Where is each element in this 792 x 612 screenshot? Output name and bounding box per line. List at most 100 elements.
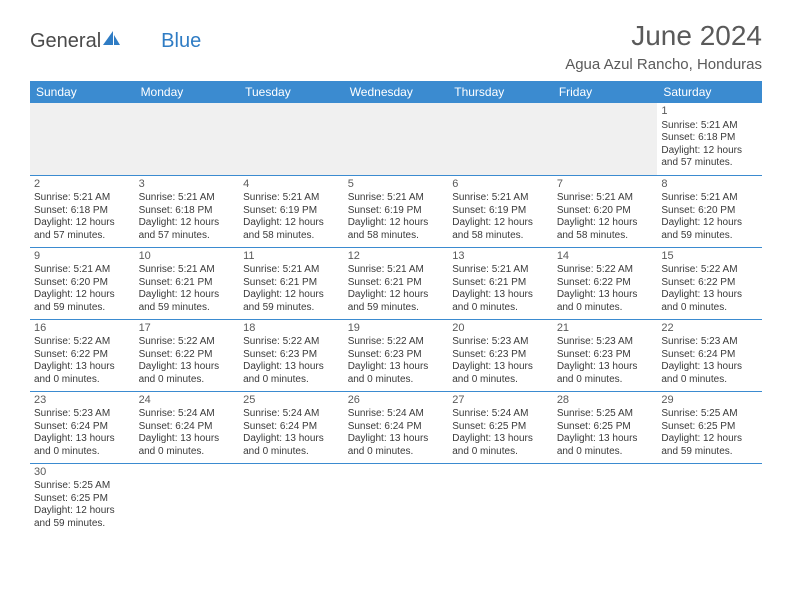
- calendar-row: 30Sunrise: 5:25 AMSunset: 6:25 PMDayligh…: [30, 463, 762, 535]
- day-number: 26: [348, 394, 445, 408]
- page-title: June 2024: [565, 20, 762, 52]
- daylight-line: Daylight: 12 hours and 58 minutes.: [348, 217, 445, 242]
- sunrise-line: Sunrise: 5:22 AM: [34, 336, 131, 349]
- sunrise-line: Sunrise: 5:24 AM: [452, 408, 549, 421]
- calendar-row: 2Sunrise: 5:21 AMSunset: 6:18 PMDaylight…: [30, 175, 762, 247]
- sunrise-line: Sunrise: 5:24 AM: [348, 408, 445, 421]
- daylight-line: Daylight: 13 hours and 0 minutes.: [452, 289, 549, 314]
- sunset-line: Sunset: 6:24 PM: [139, 421, 236, 434]
- day-number: 3: [139, 178, 236, 192]
- calendar-cell: 24Sunrise: 5:24 AMSunset: 6:24 PMDayligh…: [135, 391, 240, 463]
- sunset-line: Sunset: 6:20 PM: [661, 205, 758, 218]
- calendar-cell: 21Sunrise: 5:23 AMSunset: 6:23 PMDayligh…: [553, 319, 658, 391]
- day-number: 18: [243, 322, 340, 336]
- sunrise-line: Sunrise: 5:24 AM: [139, 408, 236, 421]
- calendar-cell: 22Sunrise: 5:23 AMSunset: 6:24 PMDayligh…: [657, 319, 762, 391]
- daylight-line: Daylight: 12 hours and 58 minutes.: [243, 217, 340, 242]
- sunset-line: Sunset: 6:18 PM: [34, 205, 131, 218]
- day-number: 5: [348, 178, 445, 192]
- day-number: 9: [34, 250, 131, 264]
- calendar-row: 1Sunrise: 5:21 AMSunset: 6:18 PMDaylight…: [30, 103, 762, 175]
- calendar-cell: [30, 103, 135, 175]
- daylight-line: Daylight: 13 hours and 0 minutes.: [348, 433, 445, 458]
- sunrise-line: Sunrise: 5:21 AM: [34, 192, 131, 205]
- sunset-line: Sunset: 6:24 PM: [348, 421, 445, 434]
- calendar-cell: [135, 103, 240, 175]
- calendar-cell: 4Sunrise: 5:21 AMSunset: 6:19 PMDaylight…: [239, 175, 344, 247]
- sunset-line: Sunset: 6:19 PM: [452, 205, 549, 218]
- calendar-cell: 19Sunrise: 5:22 AMSunset: 6:23 PMDayligh…: [344, 319, 449, 391]
- weekday-header: Thursday: [448, 81, 553, 103]
- daylight-line: Daylight: 13 hours and 0 minutes.: [452, 361, 549, 386]
- daylight-line: Daylight: 12 hours and 59 minutes.: [243, 289, 340, 314]
- calendar-cell: [344, 463, 449, 535]
- sunrise-line: Sunrise: 5:22 AM: [243, 336, 340, 349]
- calendar-cell: 30Sunrise: 5:25 AMSunset: 6:25 PMDayligh…: [30, 463, 135, 535]
- calendar-cell: 3Sunrise: 5:21 AMSunset: 6:18 PMDaylight…: [135, 175, 240, 247]
- day-number: 23: [34, 394, 131, 408]
- sunrise-line: Sunrise: 5:23 AM: [557, 336, 654, 349]
- calendar-cell: 20Sunrise: 5:23 AMSunset: 6:23 PMDayligh…: [448, 319, 553, 391]
- sunset-line: Sunset: 6:24 PM: [661, 349, 758, 362]
- sunset-line: Sunset: 6:24 PM: [243, 421, 340, 434]
- calendar-cell: 29Sunrise: 5:25 AMSunset: 6:25 PMDayligh…: [657, 391, 762, 463]
- day-number: 4: [243, 178, 340, 192]
- weekday-header: Tuesday: [239, 81, 344, 103]
- calendar-cell: [448, 103, 553, 175]
- sunrise-line: Sunrise: 5:24 AM: [243, 408, 340, 421]
- sunrise-line: Sunrise: 5:22 AM: [139, 336, 236, 349]
- calendar-cell: 16Sunrise: 5:22 AMSunset: 6:22 PMDayligh…: [30, 319, 135, 391]
- sunset-line: Sunset: 6:22 PM: [557, 277, 654, 290]
- day-number: 6: [452, 178, 549, 192]
- day-number: 24: [139, 394, 236, 408]
- weekday-header: Wednesday: [344, 81, 449, 103]
- sunrise-line: Sunrise: 5:21 AM: [139, 264, 236, 277]
- weekday-header: Saturday: [657, 81, 762, 103]
- sunrise-line: Sunrise: 5:21 AM: [243, 264, 340, 277]
- day-number: 25: [243, 394, 340, 408]
- calendar-head: SundayMondayTuesdayWednesdayThursdayFrid…: [30, 81, 762, 103]
- calendar-cell: [448, 463, 553, 535]
- calendar-page: GeneralBlue June 2024 Agua Azul Rancho, …: [0, 0, 792, 555]
- day-number: 21: [557, 322, 654, 336]
- day-number: 17: [139, 322, 236, 336]
- day-number: 12: [348, 250, 445, 264]
- sunset-line: Sunset: 6:22 PM: [139, 349, 236, 362]
- sunset-line: Sunset: 6:20 PM: [34, 277, 131, 290]
- calendar-cell: 14Sunrise: 5:22 AMSunset: 6:22 PMDayligh…: [553, 247, 658, 319]
- logo-sail-icon: [103, 30, 121, 53]
- daylight-line: Daylight: 12 hours and 59 minutes.: [34, 289, 131, 314]
- calendar-cell: 15Sunrise: 5:22 AMSunset: 6:22 PMDayligh…: [657, 247, 762, 319]
- calendar-cell: [344, 103, 449, 175]
- calendar-cell: [239, 463, 344, 535]
- sunrise-line: Sunrise: 5:21 AM: [661, 192, 758, 205]
- sunrise-line: Sunrise: 5:25 AM: [34, 480, 131, 493]
- sunset-line: Sunset: 6:23 PM: [452, 349, 549, 362]
- daylight-line: Daylight: 12 hours and 58 minutes.: [452, 217, 549, 242]
- sunset-line: Sunset: 6:18 PM: [661, 132, 758, 145]
- sunrise-line: Sunrise: 5:21 AM: [452, 192, 549, 205]
- calendar-cell: [553, 463, 658, 535]
- sunrise-line: Sunrise: 5:23 AM: [661, 336, 758, 349]
- sunset-line: Sunset: 6:22 PM: [34, 349, 131, 362]
- sunrise-line: Sunrise: 5:21 AM: [34, 264, 131, 277]
- sunset-line: Sunset: 6:20 PM: [557, 205, 654, 218]
- day-number: 8: [661, 178, 758, 192]
- sunset-line: Sunset: 6:24 PM: [34, 421, 131, 434]
- day-number: 10: [139, 250, 236, 264]
- weekday-header: Friday: [553, 81, 658, 103]
- calendar-cell: [135, 463, 240, 535]
- day-number: 7: [557, 178, 654, 192]
- daylight-line: Daylight: 12 hours and 57 minutes.: [139, 217, 236, 242]
- calendar-cell: [239, 103, 344, 175]
- sunset-line: Sunset: 6:23 PM: [348, 349, 445, 362]
- sunset-line: Sunset: 6:25 PM: [661, 421, 758, 434]
- calendar-cell: 6Sunrise: 5:21 AMSunset: 6:19 PMDaylight…: [448, 175, 553, 247]
- calendar-table: SundayMondayTuesdayWednesdayThursdayFrid…: [30, 81, 762, 535]
- daylight-line: Daylight: 13 hours and 0 minutes.: [452, 433, 549, 458]
- sunrise-line: Sunrise: 5:21 AM: [243, 192, 340, 205]
- sunset-line: Sunset: 6:22 PM: [661, 277, 758, 290]
- sunrise-line: Sunrise: 5:21 AM: [557, 192, 654, 205]
- sunset-line: Sunset: 6:25 PM: [557, 421, 654, 434]
- day-number: 28: [557, 394, 654, 408]
